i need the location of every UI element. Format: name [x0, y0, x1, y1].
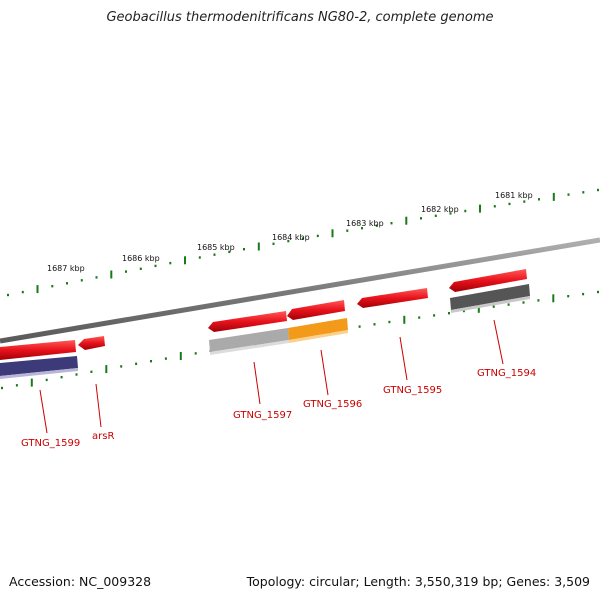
leader-gtng-1596	[320, 349, 329, 396]
gene-label-gtng-1597: GTNG_1597	[233, 410, 292, 421]
genome-backbone	[0, 237, 600, 344]
gene-arrow-gtng-1596[interactable]	[287, 300, 345, 320]
scale-label-1681: 1681 kbp	[495, 191, 533, 200]
genome-title: Geobacillus thermodenitrificans NG80-2, …	[106, 10, 494, 25]
gene-arrow-gtng-1595[interactable]	[357, 288, 428, 308]
gene-arrow-gtng-1594[interactable]	[449, 269, 527, 292]
gene-label-gtng-1596: GTNG_1596	[303, 399, 362, 410]
outer-tick-track	[7, 188, 599, 297]
scale-label-1686: 1686 kbp	[122, 254, 160, 263]
feature-light-gray[interactable]	[209, 328, 289, 352]
feature-dark-gray-shadow	[451, 296, 530, 313]
gene-label-arsr: arsR	[92, 431, 114, 442]
feature-purple-shadow	[0, 368, 78, 379]
leader-arsr	[95, 383, 102, 428]
gene-arrows	[0, 269, 527, 360]
gene-label-gtng-1595: GTNG_1595	[383, 385, 442, 396]
leader-gtng-1595	[399, 336, 408, 381]
lower-features	[0, 284, 530, 379]
feature-orange[interactable]	[288, 318, 348, 340]
leader-gtng-1599	[39, 389, 48, 434]
feature-light-gray-shadow	[210, 340, 289, 355]
gene-arrow-gtng-1597[interactable]	[208, 311, 287, 332]
scale-label-1682: 1682 kbp	[421, 205, 459, 214]
scale-label-1687: 1687 kbp	[47, 264, 85, 273]
gene-label-gtng-1599: GTNG_1599	[21, 438, 80, 449]
leader-lines	[39, 319, 504, 434]
feature-orange-shadow	[289, 330, 348, 343]
scale-label-1683: 1683 kbp	[346, 219, 384, 228]
gene-arrow-arsr[interactable]	[78, 336, 105, 350]
feature-purple[interactable]	[0, 356, 78, 376]
gene-arrow-gtng-1599[interactable]	[0, 340, 76, 360]
feature-dark-gray[interactable]	[450, 284, 530, 310]
genome-summary: Topology: circular; Length: 3,550,319 bp…	[246, 574, 590, 589]
leader-gtng-1597	[253, 361, 261, 405]
scale-label-1684: 1684 kbp	[272, 233, 310, 242]
leader-gtng-1594	[493, 319, 504, 365]
accession-label: Accession: NC_009328	[9, 574, 152, 589]
gene-label-gtng-1594: GTNG_1594	[477, 368, 536, 379]
scale-label-1685: 1685 kbp	[197, 243, 235, 252]
